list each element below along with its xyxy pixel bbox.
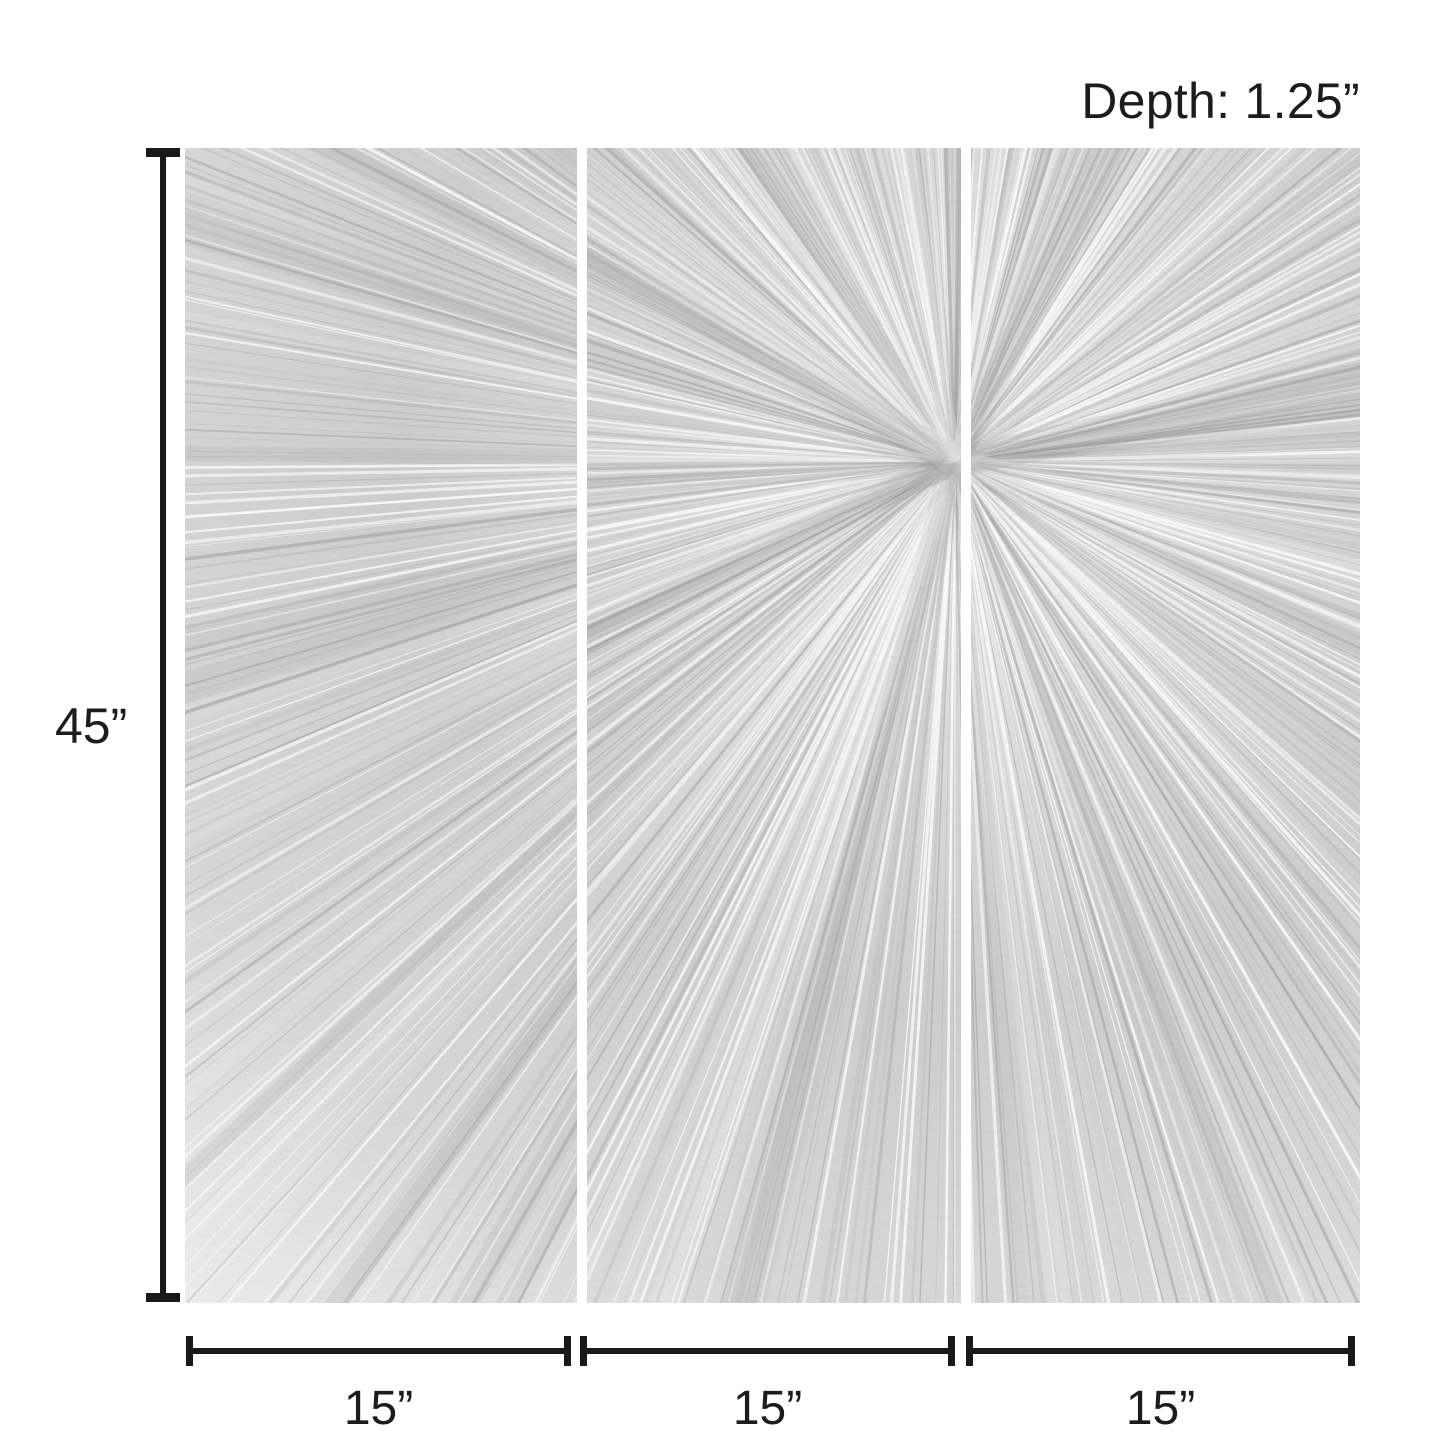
right-panel bbox=[971, 148, 1360, 1303]
left-panel bbox=[185, 148, 577, 1303]
width-label-center-panel: 15” bbox=[732, 1382, 803, 1435]
right-panel-artwork bbox=[971, 148, 1360, 1303]
width-dimension-line-1 bbox=[186, 1348, 571, 1354]
width-label-left-panel: 15” bbox=[343, 1382, 414, 1435]
width-dimension-cap-3-left bbox=[966, 1336, 973, 1366]
center-panel bbox=[587, 148, 961, 1303]
center-panel-artwork bbox=[587, 148, 961, 1303]
width-dimension-cap-2-right bbox=[948, 1336, 955, 1366]
height-dimension-line bbox=[160, 150, 166, 1302]
left-panel-artwork bbox=[185, 148, 577, 1303]
width-dimension-line-2 bbox=[580, 1348, 955, 1354]
width-dimension-cap-1-right bbox=[564, 1336, 571, 1366]
depth-label: Depth: 1.25” bbox=[1081, 73, 1360, 129]
width-dimension-cap-1-left bbox=[186, 1336, 193, 1366]
width-label-right-panel: 15” bbox=[1125, 1382, 1196, 1435]
height-dimension-cap-top bbox=[146, 148, 180, 157]
height-dimension-cap-bottom bbox=[146, 1293, 180, 1302]
width-dimension-line-3 bbox=[966, 1348, 1355, 1354]
width-dimension-cap-3-right bbox=[1348, 1336, 1355, 1366]
width-dimension-cap-2-left bbox=[580, 1336, 587, 1366]
height-label: 45” bbox=[55, 698, 128, 754]
